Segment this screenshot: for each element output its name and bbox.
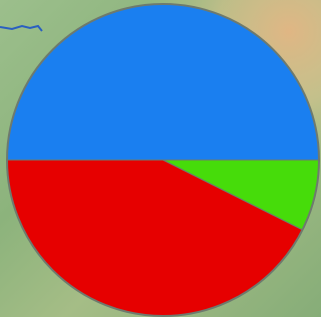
- pie: [7, 4, 319, 316]
- page: (() => { const data = JSON.parse(documen…: [0, 0, 321, 317]
- map-chart: [0, 0, 321, 317]
